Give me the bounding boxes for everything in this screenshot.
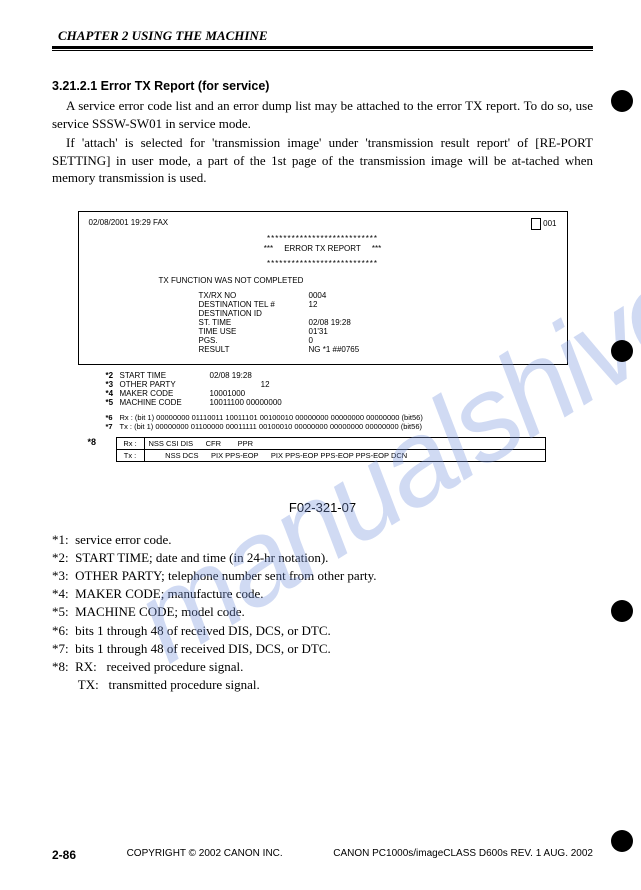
proc-row: Rx :NSS CSI DIS CFR PPR: [116, 437, 545, 449]
report-diagram: 02/08/2001 19:29 FAX 001 ***************…: [78, 211, 568, 472]
note-line: *8: RX: received procedure signal.: [52, 658, 593, 676]
doc-id: CANON PC1000s/imageCLASS D600s REV. 1 AU…: [333, 848, 593, 862]
page-icon: [531, 218, 541, 230]
note-line: *4: MAKER CODE; manufacture code.: [52, 585, 593, 603]
annot-row: *4MAKER CODE10001000: [106, 389, 568, 398]
copyright: COPYRIGHT © 2002 CANON INC.: [127, 848, 283, 862]
punch-hole-icon: [611, 340, 633, 362]
punch-hole-icon: [611, 830, 633, 852]
stars-top: ***************************: [89, 234, 557, 243]
section-heading: Error TX Report (for service): [101, 79, 270, 93]
proc-row: Tx : NSS DCS PIX PPS-EOP PIX PPS-EOP PPS…: [116, 449, 545, 461]
note-line: TX: transmitted procedure signal.: [52, 676, 593, 694]
bits-list: *6Rx : (bit 1) 00000000 01110011 1001110…: [106, 413, 568, 431]
kv-row: DESTINATION ID: [199, 309, 557, 318]
annot-row: *5MACHINE CODE10011100 00000000: [106, 398, 568, 407]
proc-label: *8: [88, 437, 97, 447]
note-line: *3: OTHER PARTY; telephone number sent f…: [52, 567, 593, 585]
annot-row: *2START TIME02/08 19:28: [106, 371, 568, 380]
section-title: 3.21.2.1 Error TX Report (for service): [52, 79, 593, 93]
kv-list: TX/RX NO0004DESTINATION TEL #12DESTINATI…: [199, 291, 557, 354]
kv-row: TX/RX NO0004: [199, 291, 557, 300]
punch-hole-icon: [611, 90, 633, 112]
punch-hole-icon: [611, 600, 633, 622]
notes-list: *1: service error code.*2: START TIME; d…: [52, 531, 593, 695]
note-line: *6: bits 1 through 48 of received DIS, D…: [52, 622, 593, 640]
kv-row: ST. TIME02/08 19:28: [199, 318, 557, 327]
note-line: *7: bits 1 through 48 of received DIS, D…: [52, 640, 593, 658]
report-inner-box: 02/08/2001 19:29 FAX 001 ***************…: [78, 211, 568, 365]
report-date: 02/08/2001 19:29 FAX: [89, 218, 169, 230]
page-num: 2-86: [52, 848, 76, 862]
header-rule: [52, 46, 593, 51]
page-number: 001: [543, 219, 556, 228]
stars-bottom: ***************************: [89, 259, 557, 268]
note-line: *2: START TIME; date and time (in 24-hr …: [52, 549, 593, 567]
report-title: *** ERROR TX REPORT ***: [89, 244, 557, 253]
kv-row: RESULTNG *1 ##0765: [199, 345, 557, 354]
note-line: *5: MACHINE CODE; model code.: [52, 603, 593, 621]
chapter-header: CHAPTER 2 USING THE MACHINE: [52, 28, 593, 44]
section-number: 3.21.2.1: [52, 79, 97, 93]
bits-row: *7Tx : (bit 1) 00000000 01100000 0001111…: [106, 422, 568, 431]
annotation-list: *2START TIME02/08 19:28*3OTHER PARTY 12*…: [106, 371, 568, 407]
kv-row: DESTINATION TEL #12: [199, 300, 557, 309]
annot-row: *3OTHER PARTY 12: [106, 380, 568, 389]
procedure-table: Rx :NSS CSI DIS CFR PPRTx : NSS DCS PIX …: [116, 437, 546, 462]
paragraph-1: A service error code list and an error d…: [52, 97, 593, 132]
note-line: *1: service error code.: [52, 531, 593, 549]
bits-row: *6Rx : (bit 1) 00000000 01110011 1001110…: [106, 413, 568, 422]
footer: 2-86 COPYRIGHT © 2002 CANON INC. CANON P…: [52, 848, 593, 862]
kv-row: PGS.0: [199, 336, 557, 345]
report-subhead: TX FUNCTION WAS NOT COMPLETED: [159, 276, 557, 285]
paragraph-2: If 'attach' is selected for 'transmissio…: [52, 134, 593, 187]
kv-row: TIME USE01'31: [199, 327, 557, 336]
page: CHAPTER 2 USING THE MACHINE 3.21.2.1 Err…: [0, 0, 641, 890]
figure-label: F02-321-07: [52, 500, 593, 515]
report-page-badge: 001: [531, 218, 556, 230]
